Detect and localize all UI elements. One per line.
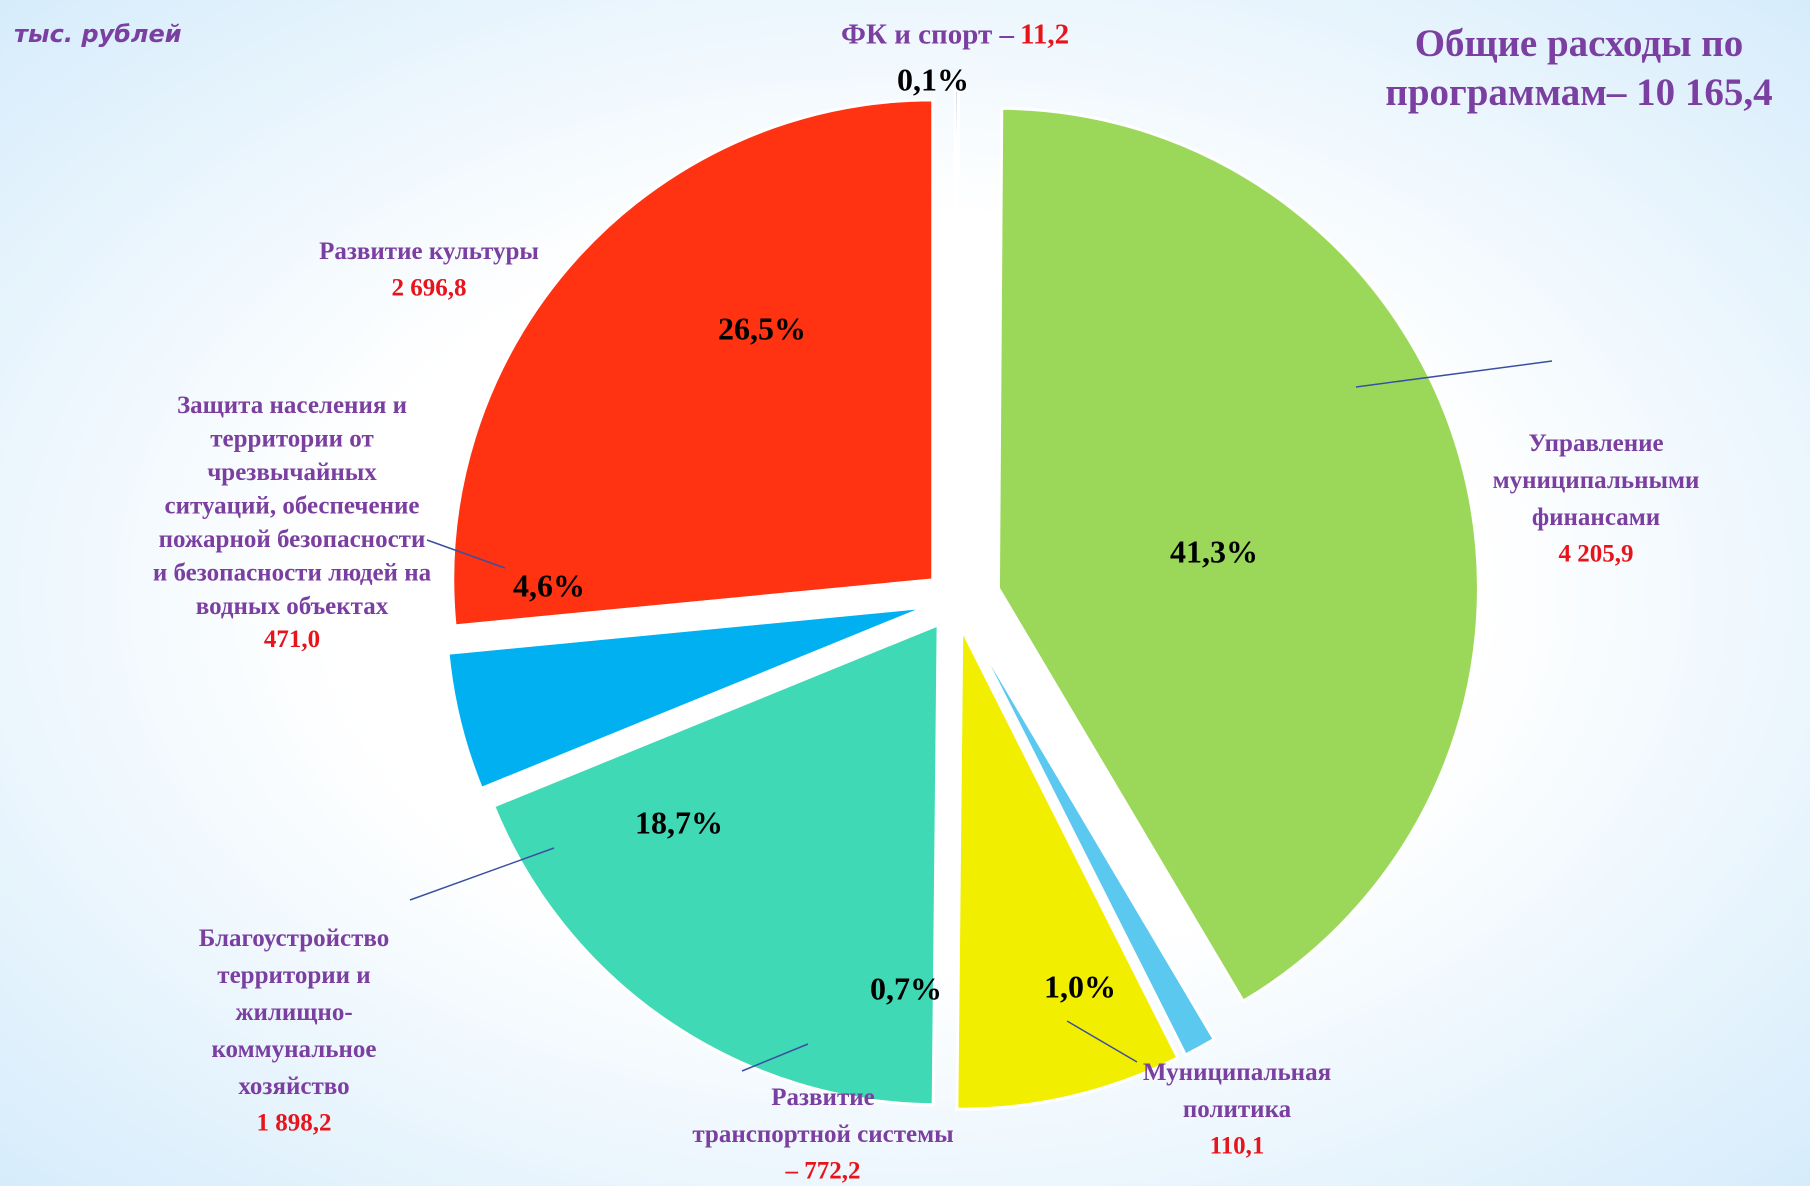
category-label: Муниципальная политика bbox=[1143, 1059, 1331, 1123]
pie-slice bbox=[446, 605, 927, 791]
category-label: Развитие культуры bbox=[319, 238, 539, 265]
value-label: 4 205,9 bbox=[1559, 541, 1634, 568]
leader-line bbox=[409, 847, 555, 901]
percent-label: 26,5% bbox=[718, 310, 806, 346]
value-label: 11,2 bbox=[1020, 19, 1069, 51]
pie-slice bbox=[953, 88, 960, 571]
value-label: 2 696,8 bbox=[392, 275, 467, 302]
pie-slice bbox=[491, 622, 940, 1107]
category-label: Управление муниципальными финансами bbox=[1493, 430, 1700, 531]
percent-label: 4,6% bbox=[513, 567, 585, 603]
category-label: Благоустройство территории и жилищно-комму… bbox=[199, 925, 389, 1100]
value-label: 1 898,2 bbox=[257, 1110, 332, 1137]
category-label: Развитие транспортной системы bbox=[692, 1084, 953, 1148]
percent-label: 18,7% bbox=[635, 804, 723, 840]
leader-line bbox=[426, 539, 506, 569]
percent-label: 0,7% bbox=[870, 970, 942, 1006]
leader-line bbox=[1355, 360, 1553, 388]
pie-slice bbox=[968, 625, 1217, 1057]
pie-slice bbox=[955, 628, 1180, 1111]
unit-label: тыс. рублей bbox=[14, 20, 182, 48]
pie-slice bbox=[996, 106, 1480, 1004]
leader-line bbox=[741, 1043, 809, 1072]
category-label: ФК и спорт – bbox=[841, 19, 1014, 51]
percent-label: 0,1% bbox=[897, 61, 969, 97]
value-label: – 772,2 bbox=[785, 1158, 861, 1185]
category-label: Защита населения и территории от чрезвычай… bbox=[153, 392, 432, 620]
percent-label: 41,3% bbox=[1170, 533, 1258, 569]
value-label: 110,1 bbox=[1210, 1133, 1265, 1160]
value-label: 471,0 bbox=[264, 626, 320, 653]
leader-line bbox=[1066, 1020, 1138, 1063]
chart-title: Общие расходы по программам– 10 165,4 bbox=[1385, 22, 1772, 114]
pie-slice bbox=[451, 98, 935, 628]
percent-label: 1,0% bbox=[1044, 968, 1116, 1004]
